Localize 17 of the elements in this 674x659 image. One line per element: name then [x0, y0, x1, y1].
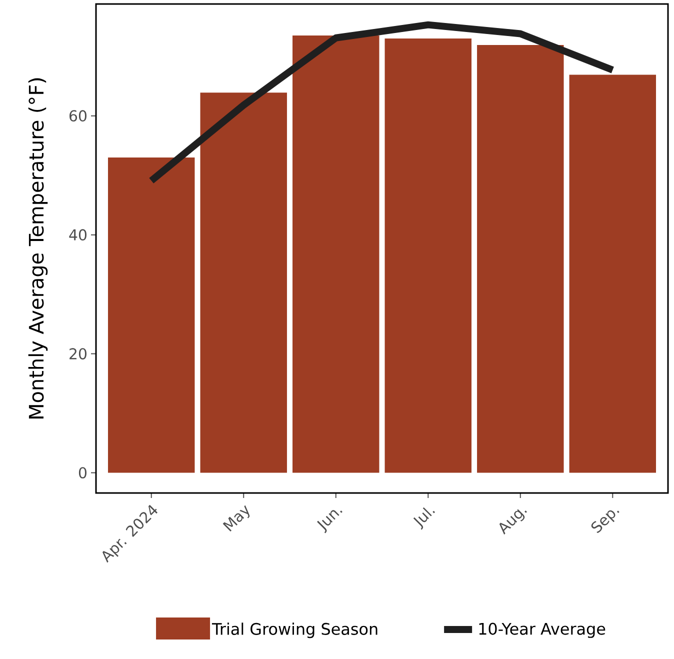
y-tick-label: 60 [70, 110, 86, 122]
bar [108, 157, 195, 473]
y-tick-label: 20 [70, 348, 86, 360]
x-tick-label: Aug. [499, 509, 527, 535]
bar [200, 92, 287, 473]
y-axis-title: Monthly Average Temperature (°F) [28, 78, 48, 418]
bar [292, 36, 380, 473]
legend-label: Trial Growing Season [212, 622, 378, 638]
bar [569, 74, 656, 473]
y-tick-label: 0 [78, 467, 86, 478]
bar [477, 45, 564, 473]
x-tick-label: Jul. [413, 507, 436, 530]
legend-label: 10-Year Average [479, 622, 606, 638]
y-tick-label: 40 [69, 229, 86, 240]
x-tick-label: Jun. [317, 510, 342, 534]
x-tick-label: Sep. [591, 510, 620, 534]
bar [384, 38, 472, 473]
